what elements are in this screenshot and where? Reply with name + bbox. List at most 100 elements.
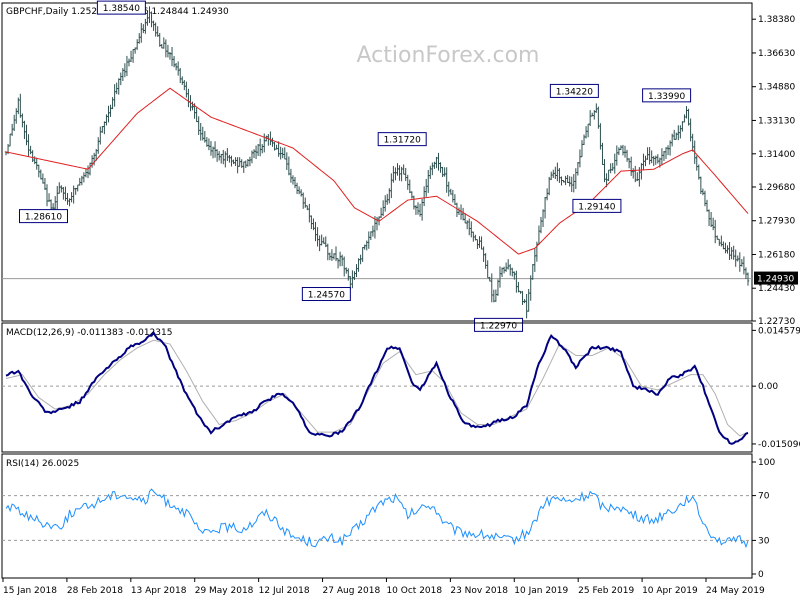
rsi-tick-label: 100	[758, 458, 775, 468]
ohlc-bar	[39, 169, 43, 180]
ohlc-bar	[418, 203, 422, 217]
date-tick-label: 23 Nov 2018	[450, 586, 508, 596]
ohlc-bar	[166, 44, 170, 58]
ohlc-bar	[545, 188, 549, 201]
ohlc-bar	[181, 76, 184, 85]
ohlc-bar	[197, 116, 200, 136]
watermark-text: ActionForex.com	[357, 43, 540, 68]
ohlc-bar	[72, 185, 75, 204]
ohlc-bar	[117, 78, 120, 95]
ohlc-bar	[570, 176, 573, 193]
ohlc-bar	[140, 22, 143, 43]
ohlc-bar	[35, 157, 38, 170]
price-panel-frame	[1, 2, 753, 322]
ohlc-bar	[240, 159, 243, 168]
ohlc-bar	[547, 176, 551, 196]
ohlc-bar	[732, 245, 735, 260]
ohlc-bar	[162, 37, 166, 49]
price-annotation: 1.29140	[572, 198, 622, 213]
ohlc-bar	[408, 179, 411, 194]
macd-line	[5, 330, 749, 445]
ohlc-bar	[254, 145, 258, 160]
ohlc-bar	[269, 131, 272, 146]
ohlc-bar	[652, 156, 655, 166]
ohlc-bar	[744, 267, 748, 279]
ohlc-bar	[515, 270, 518, 293]
ohlc-bar	[634, 165, 637, 183]
ohlc-bar	[584, 126, 588, 139]
macd-signal-line	[5, 339, 749, 437]
date-tick-label: 10 Apr 2019	[642, 586, 698, 596]
ohlc-bar	[527, 288, 530, 312]
ohlc-bar	[318, 235, 321, 252]
ohlc-bar	[701, 188, 705, 196]
ohlc-bar	[271, 137, 274, 147]
ohlc-bar	[109, 104, 112, 117]
price-tick-label: 1.38380	[758, 15, 795, 25]
ohlc-bar	[724, 242, 727, 254]
ohlc-bar	[170, 46, 174, 67]
ohlc-bar	[685, 106, 688, 119]
ohlc-bar	[43, 178, 47, 191]
price-tick-label: 1.27930	[758, 217, 795, 227]
price-annotation: 1.38540	[96, 0, 146, 15]
rsi-tick-label: 30	[758, 536, 770, 546]
ohlc-bar	[386, 193, 389, 205]
ohlc-bar	[64, 186, 67, 202]
ohlc-bar	[138, 33, 141, 44]
ohlc-bar	[299, 189, 303, 197]
ohlc-bar	[375, 216, 379, 231]
ohlc-bar	[25, 124, 28, 146]
ohlc-bar	[595, 103, 598, 113]
ohlc-bar	[41, 173, 45, 184]
ohlc-bar	[207, 138, 211, 151]
ohlc-bar	[164, 39, 168, 58]
ohlc-bar	[156, 26, 159, 37]
ohlc-bar	[525, 293, 528, 319]
price-tick-label: 1.36630	[758, 49, 795, 59]
ohlc-bar	[62, 186, 65, 200]
ohlc-bar	[574, 168, 578, 189]
ohlc-bar	[205, 137, 209, 147]
price-tick-label: 1.29680	[758, 183, 795, 193]
ohlc-bar	[662, 150, 666, 161]
ohlc-bar	[23, 120, 26, 140]
ohlc-bar	[521, 291, 524, 305]
date-tick-label: 12 Jul 2018	[259, 586, 310, 596]
price-annotation: 1.28610	[18, 209, 68, 224]
ohlc-bar	[470, 221, 473, 238]
ohlc-bar	[121, 68, 125, 81]
ohlc-bar	[660, 148, 664, 166]
ohlc-bar	[523, 299, 526, 304]
ohlc-bar	[636, 172, 639, 182]
ohlc-bar	[135, 39, 139, 50]
price-tick-label: 1.26180	[758, 250, 795, 260]
ohlc-bar	[226, 148, 229, 162]
ohlc-bar	[509, 264, 512, 276]
ohlc-bar	[295, 182, 299, 194]
ohlc-bar	[562, 180, 565, 183]
ohlc-bar	[496, 279, 500, 296]
price-annotation: 1.22970	[474, 317, 524, 332]
ohlc-bar	[664, 147, 668, 159]
ohlc-bar	[668, 140, 672, 156]
macd-tick-label: 0.014579	[758, 326, 800, 336]
ohlc-bar	[666, 145, 670, 156]
annotation-label: 1.24570	[308, 291, 345, 301]
ohlc-bar	[728, 241, 731, 260]
ohlc-bar	[746, 272, 750, 286]
ohlc-bar	[273, 141, 276, 151]
ohlc-bar	[480, 236, 483, 250]
ohlc-bar	[17, 97, 20, 115]
date-tick-label: 27 Aug 2018	[323, 586, 381, 596]
ohlc-bar	[572, 174, 575, 193]
ohlc-bar	[125, 55, 129, 77]
ohlc-bar	[416, 202, 420, 215]
ohlc-bar	[699, 176, 703, 195]
annotation-label: 1.38540	[103, 4, 140, 14]
ohlc-bar	[617, 147, 621, 156]
macd-tick-label: -0.015096	[758, 440, 800, 450]
ohlc-bar	[310, 215, 313, 230]
ohlc-bar	[707, 209, 711, 226]
